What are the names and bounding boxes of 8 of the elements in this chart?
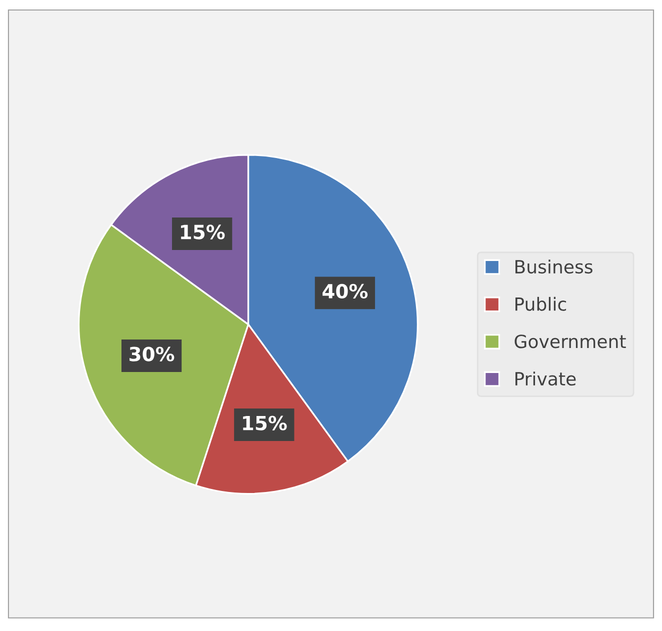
data-label: 15% xyxy=(243,416,287,430)
data-label: 30% xyxy=(130,346,174,362)
legend-label: Public xyxy=(515,296,566,311)
data-label: 15% xyxy=(181,224,225,240)
legend-label: Private xyxy=(515,372,576,386)
legend-label: Government xyxy=(514,334,626,348)
legend-label: Business xyxy=(515,260,592,274)
data-label: 40% xyxy=(322,284,368,299)
